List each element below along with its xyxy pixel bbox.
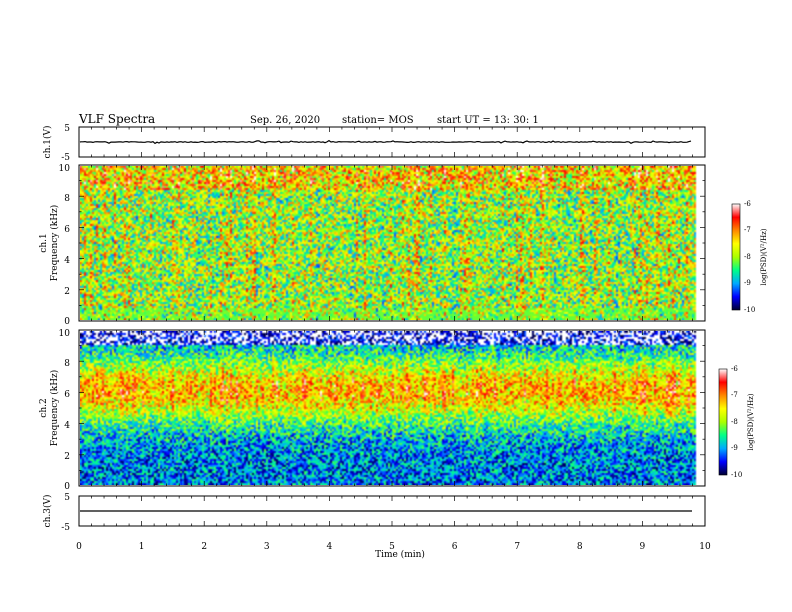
ch1-ytick: 4 bbox=[64, 256, 70, 266]
figure-title: VLF Spectra bbox=[78, 112, 155, 126]
ch2-colorbar-tick: -9 bbox=[731, 444, 738, 452]
ch1-colorbar bbox=[731, 203, 741, 311]
ch1-ytick: 8 bbox=[64, 194, 70, 204]
ch1-spectrogram-image bbox=[80, 166, 704, 320]
ch1-frequency-ylabel: Frequency (kHz) bbox=[49, 205, 60, 282]
ch1-colorbar-tick: -7 bbox=[744, 226, 751, 234]
ch2-ytick: 4 bbox=[64, 421, 70, 431]
x-tick-label: 0 bbox=[76, 542, 82, 552]
ch2-colorbar bbox=[718, 368, 728, 476]
ch1-colorbar-tick: -6 bbox=[744, 200, 751, 208]
x-axis-label: Time (min) bbox=[375, 549, 425, 560]
ch2-spectrogram-ylabel: ch.2 bbox=[39, 398, 49, 417]
x-tick-label: 8 bbox=[577, 542, 583, 552]
x-tick-label: 1 bbox=[139, 542, 145, 552]
ch2-ytick: 6 bbox=[64, 390, 70, 400]
ch1-yticks: 0 2 4 6 8 10 bbox=[59, 164, 71, 327]
ch1-ytick: 2 bbox=[64, 287, 70, 297]
x-tick-label: 4 bbox=[327, 542, 333, 552]
ch2-colorbar-tick: -10 bbox=[731, 471, 742, 479]
ch2-ytick: 10 bbox=[59, 329, 71, 339]
ch3-ytick-bottom: -5 bbox=[61, 523, 70, 533]
ch2-spectrogram-image bbox=[80, 331, 704, 485]
figure-date: Sep. 26, 2020 bbox=[250, 115, 320, 126]
ch1-spectrogram-panel: 0 2 4 6 8 10 ch.1 Frequency (kHz) -6 -7 … bbox=[39, 164, 768, 327]
ch1-ytick-top: 5 bbox=[64, 124, 70, 134]
ch1-colorbar-tick: -8 bbox=[744, 253, 751, 261]
ch1-ytick-bottom: -5 bbox=[61, 153, 70, 163]
ch2-colorbar-tick: -8 bbox=[731, 418, 738, 426]
ch1-waveform-ylabel: ch.1(V) bbox=[42, 126, 53, 159]
x-axis: 0 1 2 3 4 5 6 7 8 9 10 bbox=[76, 542, 711, 552]
x-tick-label: 7 bbox=[514, 542, 520, 552]
ch3-ytick-top: 5 bbox=[64, 493, 70, 503]
ch1-colorbar-tick: -10 bbox=[744, 306, 755, 314]
ch2-ytick: 8 bbox=[64, 359, 70, 369]
ch2-spectrogram-panel: 0 2 4 6 8 10 ch.2 Frequency (kHz) -6 -7 … bbox=[39, 329, 755, 492]
ch2-colorbar-label: log(PSD)(V²/Hz) bbox=[747, 393, 755, 450]
ch2-ytick: 2 bbox=[64, 452, 70, 462]
ch1-colorbar-label: log(PSD)(V²/Hz) bbox=[760, 228, 768, 285]
x-tick-label: 3 bbox=[264, 542, 270, 552]
figure-start-time: start UT = 13: 30: 1 bbox=[437, 115, 539, 126]
ch2-colorbar-tick: -6 bbox=[731, 365, 738, 373]
ch2-colorbar-tick: -7 bbox=[731, 391, 738, 399]
ch1-ytick: 6 bbox=[64, 225, 70, 235]
ch1-spectrogram-ylabel: ch.1 bbox=[39, 233, 49, 252]
ch1-ytick: 10 bbox=[59, 164, 71, 174]
axis-tickmarks bbox=[78, 127, 706, 526]
ch1-ytick: 0 bbox=[64, 317, 70, 327]
x-tick-label: 5 bbox=[389, 542, 395, 552]
ch3-waveform-ylabel: ch.3(V) bbox=[42, 495, 53, 528]
x-tick-label: 6 bbox=[452, 542, 458, 552]
x-tick-label: 10 bbox=[699, 542, 711, 552]
ch2-ytick: 0 bbox=[64, 482, 70, 492]
x-tick-label: 2 bbox=[201, 542, 207, 552]
ch1-colorbar-tick: -9 bbox=[744, 279, 751, 287]
figure-station: station= MOS bbox=[342, 115, 414, 126]
ch1-waveform-trace bbox=[79, 139, 692, 145]
ch2-yticks: 0 2 4 6 8 10 bbox=[59, 329, 71, 492]
ch2-frequency-ylabel: Frequency (kHz) bbox=[49, 370, 60, 447]
x-tick-label: 9 bbox=[640, 542, 646, 552]
